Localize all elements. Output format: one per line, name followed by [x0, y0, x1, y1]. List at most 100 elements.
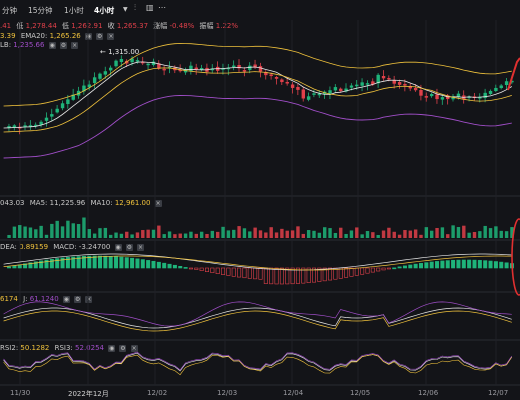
volume-bar [39, 225, 43, 238]
macd-bar [418, 263, 423, 269]
x-axis-label: 2022年12月 [68, 390, 109, 398]
gear-icon[interactable]: ⚙ [59, 41, 67, 49]
macd-bar [493, 261, 498, 269]
candle-body [301, 89, 305, 99]
candle-body [114, 60, 118, 67]
dea-label: DEA: [0, 243, 17, 251]
eye-icon[interactable]: ◉ [108, 344, 116, 352]
close-icon[interactable]: × [107, 32, 115, 40]
macd-bar [402, 265, 407, 269]
candle-body [178, 69, 182, 72]
close-icon[interactable]: × [154, 199, 162, 207]
volume-bar [87, 229, 91, 238]
macd-bar [205, 267, 210, 272]
volume-bar [392, 231, 396, 238]
volume-legend: 043.03 MA5: 11,225.96 MA10: 12,961.00 × [0, 199, 162, 208]
candle-body [103, 71, 108, 75]
more-icon[interactable]: ⋯ [158, 3, 166, 12]
volume-bar [103, 227, 108, 238]
timeframe-1h[interactable]: 1小时 [64, 6, 84, 15]
x-axis-label: 12/06 [418, 389, 439, 397]
ma10-value: 12,961.00 [114, 199, 151, 207]
gear-icon[interactable]: ⚙ [96, 32, 104, 40]
volume-bar [237, 226, 241, 238]
close-icon[interactable]: × [137, 243, 145, 251]
ma5-label: MA5: [29, 199, 48, 207]
volume-bar [205, 233, 209, 238]
gear-icon[interactable]: ⚙ [125, 243, 133, 251]
candle-body [232, 65, 236, 68]
volume-bar [360, 234, 364, 238]
gear-icon[interactable]: ⚙ [74, 295, 82, 303]
volume-bar [435, 227, 439, 238]
indicator-icon[interactable]: ⫶ [134, 3, 136, 12]
dea-line [3, 255, 512, 271]
candle-body [162, 68, 166, 71]
macd-bar [162, 262, 167, 269]
candle-body [194, 67, 198, 70]
volume-bar [504, 231, 509, 238]
macd-bar [311, 267, 316, 283]
volume-bar [178, 233, 182, 238]
chart-type-icon[interactable]: ▥ [146, 3, 154, 12]
volume-bar [189, 231, 193, 238]
volume-bar [312, 230, 316, 238]
candle-body [130, 58, 134, 63]
eye-icon[interactable]: ◉ [48, 41, 56, 49]
timeframe-1m[interactable]: 分钟 [2, 6, 17, 15]
macd-bar [445, 260, 450, 269]
candle-body [446, 95, 450, 100]
macd-bar [365, 267, 370, 274]
eye-icon[interactable]: ◉ [62, 295, 70, 303]
candle-body [371, 81, 375, 85]
kdj-j-line [3, 301, 512, 327]
timeframe-15m[interactable]: 15分钟 [28, 6, 53, 15]
macd-bar [156, 261, 161, 269]
volume-bar [199, 231, 204, 238]
volume-bar [216, 231, 220, 238]
macd-bar [92, 255, 97, 269]
candle-body [71, 94, 75, 100]
volume-bar [499, 230, 503, 238]
eye-icon[interactable]: ◉ [114, 243, 122, 251]
close-icon[interactable]: × [85, 295, 93, 303]
close-icon[interactable]: × [71, 41, 79, 49]
candle-body [317, 93, 322, 96]
volume-bar [23, 226, 27, 238]
boll-upper [3, 43, 512, 107]
macd-bar [87, 255, 92, 269]
ohlc-high: .41 [0, 22, 12, 30]
dropdown-icon[interactable]: ▼ [123, 6, 128, 13]
ohlc-amp-label: 振幅 [199, 22, 214, 30]
gear-icon[interactable]: ⚙ [119, 344, 127, 352]
candle-body [18, 127, 22, 129]
volume-bar [381, 230, 386, 238]
timeframe-4h[interactable]: 4小时 [94, 6, 115, 15]
candle-body [28, 125, 33, 127]
macd-bar [172, 264, 177, 269]
macd-bar [108, 256, 113, 269]
macd-bar [253, 267, 258, 280]
macd-bar [322, 267, 327, 282]
kdj-k-line [3, 307, 512, 329]
volume-value: 043.03 [0, 199, 25, 207]
candle-body [258, 66, 263, 72]
candle-body [199, 68, 204, 70]
volume-bar [446, 234, 450, 238]
macd-bar [188, 267, 193, 270]
candle-body [125, 60, 129, 64]
rsi3-label: RSI3: [54, 344, 73, 352]
close-icon[interactable]: × [130, 344, 138, 352]
candle-body [210, 68, 215, 71]
volume-bar [55, 220, 59, 238]
volume-bar [413, 229, 418, 238]
volume-bar [141, 230, 145, 238]
x-axis-label: 12/02 [147, 389, 168, 397]
macd-bar [135, 258, 140, 269]
x-axis-label: 12/05 [350, 389, 371, 397]
volume-bar [162, 234, 166, 238]
macd-bar [456, 259, 461, 269]
macd-bar [328, 267, 333, 281]
macd-bar [215, 267, 220, 274]
